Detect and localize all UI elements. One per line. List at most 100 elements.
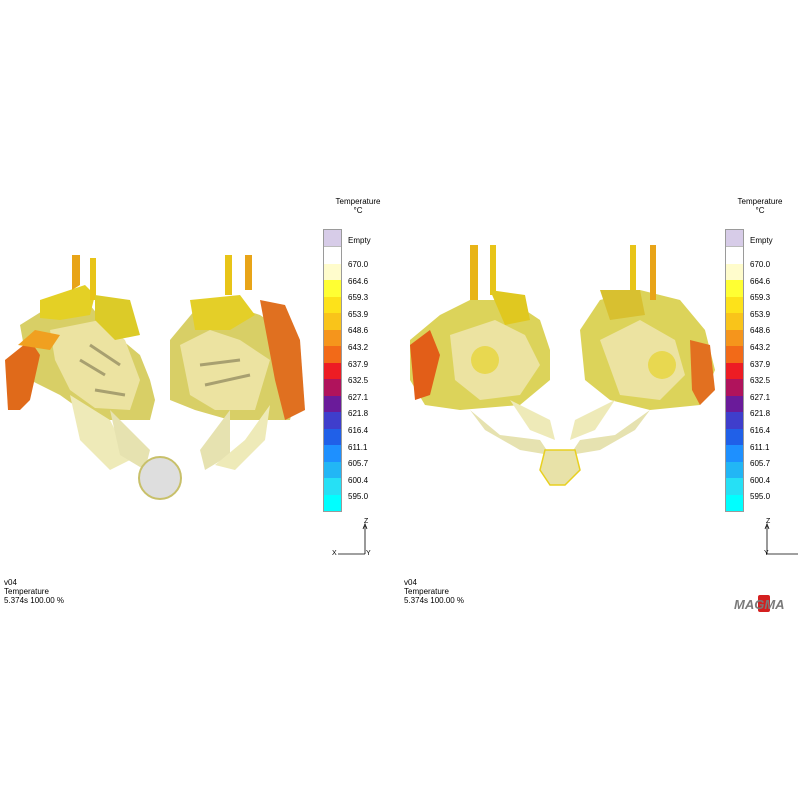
legend-value-label: 653.9 (348, 309, 369, 319)
legend-value-label: 659.3 (348, 293, 369, 303)
left-view-panel: Temperature °C Empty 670.0 664.6 659.3 653.… (4, 197, 388, 605)
legend-swatch (324, 494, 341, 511)
legend-value-label: 670.0 (348, 260, 369, 269)
legend-value-label: 664.6 (348, 276, 369, 286)
legend-value-label: 595.0 (750, 492, 771, 502)
legend-swatch (324, 412, 341, 429)
legend-value-label: 648.6 (348, 326, 369, 336)
legend-value-label: 616.4 (348, 426, 369, 435)
legend-empty-label: Empty (750, 236, 773, 245)
legend-swatch (324, 346, 341, 363)
legend-swatch (324, 379, 341, 396)
casting-render-left (5, 255, 305, 500)
legend-value-label: 659.3 (750, 293, 771, 303)
legend-swatch (726, 296, 743, 313)
version-label: v04 (4, 578, 17, 587)
result-info-left: v04 Temperature 5.374s 100.00 % (4, 578, 64, 605)
legend-swatch (324, 461, 341, 478)
time-label: 5.374s 100.00 % (404, 596, 465, 605)
legend-swatch (726, 346, 743, 363)
legend-value-label: 670.0 (750, 260, 771, 269)
legend-swatch (726, 247, 743, 264)
legend-value-label: 616.4 (750, 426, 771, 435)
legend-swatch (324, 329, 341, 346)
axis-triad: Z Y (762, 518, 800, 562)
legend-unit: °C (353, 206, 363, 215)
legend-swatch (726, 379, 743, 396)
legend-value-label: 664.6 (750, 276, 771, 286)
legend-swatch (324, 313, 341, 330)
legend-title-text: Temperature (737, 197, 783, 206)
legend-empty-swatch (726, 230, 743, 247)
axis-z-label: Z (364, 518, 369, 525)
legend-swatch (726, 428, 743, 445)
legend-value-label: 632.5 (750, 376, 771, 386)
logo-red-block (758, 595, 770, 612)
legend-swatch (324, 296, 341, 313)
result-label: Temperature (4, 587, 49, 596)
legend-swatch (324, 428, 341, 445)
logo-text: MAGMA (734, 597, 785, 612)
legend-title: Temperature °C (328, 197, 388, 215)
temperature-legend-bar (725, 229, 744, 512)
legend-swatch (726, 395, 743, 412)
legend-value-label: 637.9 (750, 359, 771, 369)
axis-y-label: Y (366, 550, 371, 557)
legend-empty-swatch (324, 230, 341, 247)
axis-triad: Z X Y (330, 518, 380, 562)
axis-y-label: Y (764, 550, 769, 557)
legend-swatch (324, 395, 341, 412)
legend-value-label: 621.8 (750, 409, 771, 419)
legend-segments (324, 247, 341, 511)
legend-swatch (324, 263, 341, 280)
legend-title: Temperature °C (730, 197, 790, 215)
legend-swatch (726, 329, 743, 346)
axis-triad-lines (764, 522, 798, 555)
legend-swatch (726, 412, 743, 429)
casting-render-right (410, 245, 715, 486)
legend-swatch (726, 461, 743, 478)
legend-swatch (726, 494, 743, 511)
right-view-panel: Temperature °C Empty 670.0 664.6 659.3 653.… (400, 0, 800, 800)
legend-title-text: Temperature (335, 197, 381, 206)
legend-value-label: 611.1 (348, 442, 368, 452)
result-label: Temperature (404, 587, 449, 596)
legend-value-label: 643.2 (750, 343, 771, 352)
result-info-right: v04 Temperature 5.374s 100.00 % (404, 578, 464, 605)
legend-segments (726, 247, 743, 511)
legend-empty-label: Empty (348, 236, 371, 245)
legend-value-label: 648.6 (750, 326, 771, 336)
legend-swatch (726, 478, 743, 495)
axis-x-label: X (332, 550, 337, 557)
legend-swatch (726, 280, 743, 297)
magma-logo: MAGMA (734, 595, 785, 612)
legend-value-label: 600.4 (750, 475, 771, 485)
legend-value-label: 637.9 (348, 359, 369, 369)
legend-value-label: 627.1 (348, 392, 369, 402)
legend-swatch (726, 362, 743, 379)
legend-unit: °C (755, 206, 765, 215)
legend-value-label: 605.7 (750, 459, 771, 469)
axis-triad-lines (338, 522, 368, 555)
legend-swatch (324, 280, 341, 297)
legend-value-label: 653.9 (750, 309, 771, 319)
legend-value-label: 632.5 (348, 376, 369, 386)
temperature-legend-bar (323, 229, 342, 512)
legend-swatch (726, 445, 743, 462)
legend-swatch (726, 313, 743, 330)
legend-swatch (324, 362, 341, 379)
legend-value-label: 600.4 (348, 475, 369, 485)
legend-swatch (324, 478, 341, 495)
time-label: 5.374s 100.00 % (4, 596, 65, 605)
legend-swatch (324, 247, 341, 264)
legend-value-label: 621.8 (348, 409, 369, 419)
legend-swatch (726, 263, 743, 280)
legend-value-label: 627.1 (750, 392, 771, 402)
legend-value-label: 605.7 (348, 459, 369, 469)
axis-z-label: Z (766, 518, 771, 525)
legend-value-label: 611.1 (750, 442, 770, 452)
legend-value-label: 643.2 (348, 343, 369, 352)
legend-value-label: 595.0 (348, 492, 369, 502)
legend-swatch (324, 445, 341, 462)
version-label: v04 (404, 578, 417, 587)
